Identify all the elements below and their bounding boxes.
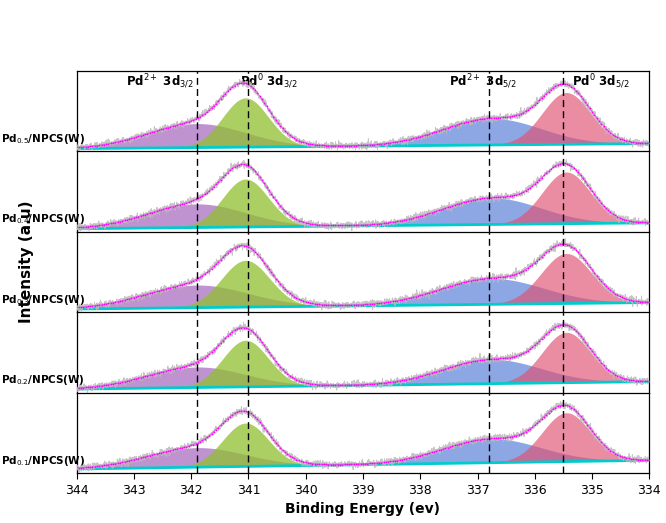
X-axis label: Binding Energy (ev): Binding Energy (ev) [286,502,440,516]
Text: Pd$^{0}$ 3d$_{5/2}$: Pd$^{0}$ 3d$_{5/2}$ [572,73,629,92]
Text: Pd$^{2+}$ 3d$_{5/2}$: Pd$^{2+}$ 3d$_{5/2}$ [450,73,517,92]
Text: Pd$^{2+}$ 3d$_{3/2}$: Pd$^{2+}$ 3d$_{3/2}$ [126,73,194,92]
Text: Pd$_{0.3}$/NPCS(W): Pd$_{0.3}$/NPCS(W) [1,292,85,306]
Text: Pd$_{0.1}$/NPCS(W): Pd$_{0.1}$/NPCS(W) [1,453,85,468]
Text: Pd$_{0.2}$/NPCS(W): Pd$_{0.2}$/NPCS(W) [1,373,85,387]
Text: Pd$^{0}$ 3d$_{3/2}$: Pd$^{0}$ 3d$_{3/2}$ [240,73,297,92]
Text: Pd$_{0.4}$/NPCS(W): Pd$_{0.4}$/NPCS(W) [1,212,85,226]
Text: Intensity (a.u): Intensity (a.u) [19,200,34,323]
Text: Pd$_{0.5}$/NPCS(W): Pd$_{0.5}$/NPCS(W) [1,131,85,145]
